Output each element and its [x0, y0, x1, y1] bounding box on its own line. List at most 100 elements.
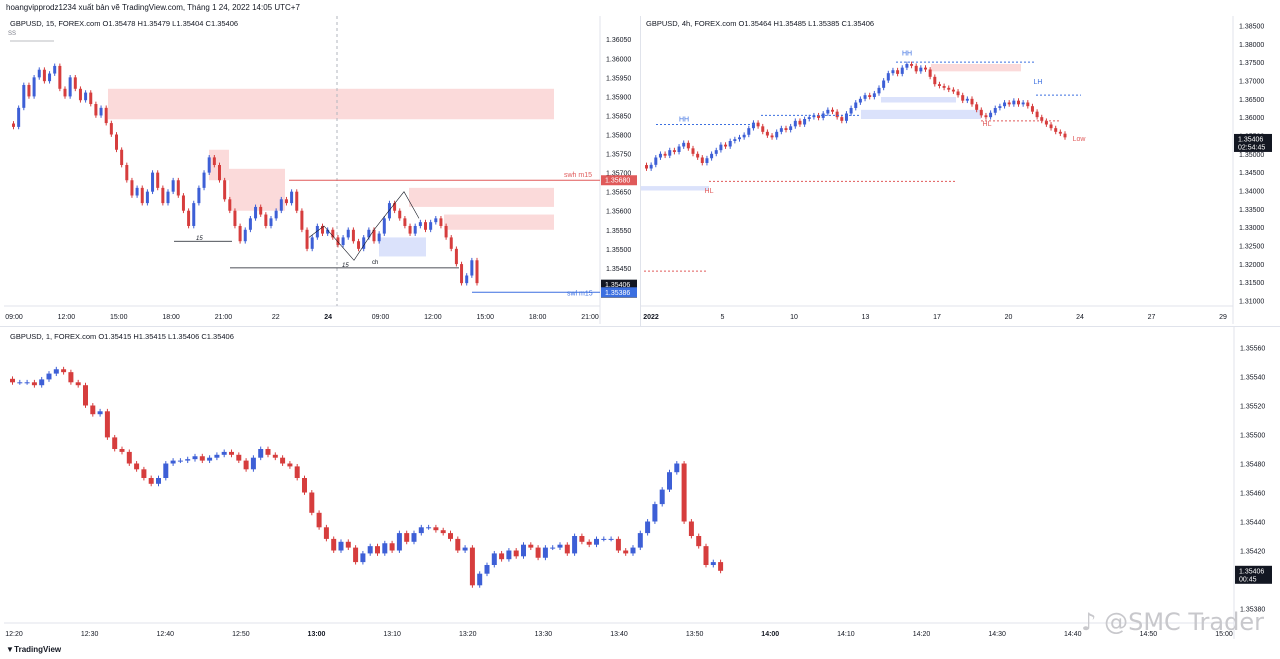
watermark-icon: ♪ [1081, 608, 1097, 636]
candle-body [891, 70, 895, 74]
candle-body [979, 109, 983, 116]
demand-zone [881, 97, 956, 103]
candle-body [919, 67, 923, 72]
chart-15m-svg[interactable]: 1.36050 1.36000 1.35950 1.35900 1.35850 1.358… [4, 16, 638, 325]
candle-body [484, 565, 490, 574]
candle-body [345, 541, 351, 548]
watermark: ♪ @SMC Trader [1081, 608, 1264, 636]
x-tick-label: 13:30 [535, 631, 553, 638]
structure-label: HL [705, 188, 714, 195]
chart-4h-svg[interactable]: 1.38500 1.38000 1.37500 1.37000 1.36500 1.360… [641, 16, 1273, 325]
x-tick-label: 18:00 [529, 314, 547, 321]
candle-body [353, 547, 359, 563]
candle-body [126, 451, 132, 464]
candle-body [460, 264, 464, 284]
candle-body [97, 411, 103, 415]
y-tick-label: 1.35000 [1239, 152, 1264, 159]
chart-panel-1m[interactable]: 1.35560 1.35540 1.35520 1.35500 1.35480 1.354… [4, 327, 1273, 639]
candle-body [119, 449, 125, 452]
candle-body [872, 93, 876, 97]
candle-body [521, 544, 526, 557]
candle-body [151, 172, 155, 192]
supply-zone [409, 187, 554, 207]
candle-body [78, 88, 82, 101]
candle-body [197, 187, 201, 204]
x-tick-label: 24 [1076, 314, 1084, 321]
candle-body [305, 229, 309, 249]
candle-body [145, 191, 149, 204]
candle-body [32, 77, 36, 97]
candle-body [367, 229, 371, 238]
x-tick-label: 09:00 [5, 314, 23, 321]
candle-body [470, 260, 474, 276]
x-tick-label: 15:00 [477, 314, 495, 321]
x-tick-label: 13:40 [610, 631, 628, 638]
structure-label: HH [679, 117, 689, 124]
candle-body [703, 546, 709, 565]
candle-body [112, 437, 118, 449]
y-tick-label: 1.33500 [1239, 207, 1264, 214]
candle-body [905, 64, 909, 68]
candle-body [39, 379, 45, 386]
candle-body [10, 378, 15, 383]
candle-body [192, 203, 196, 226]
price-tag [601, 175, 637, 186]
candle-body [228, 199, 232, 211]
y-tick-label: 1.32000 [1239, 262, 1264, 269]
chart-panel-15m[interactable]: 1.36050 1.36000 1.35950 1.35900 1.35850 1.358… [4, 16, 638, 325]
x-tick-label: 22 [272, 314, 280, 321]
candle-body [765, 131, 769, 136]
candle-body [125, 165, 129, 181]
candle-body [677, 146, 681, 152]
candle-body [223, 180, 227, 200]
structure-label: Low [1073, 136, 1087, 143]
candle-body [535, 547, 541, 558]
candle-body [770, 135, 774, 138]
candle-body [475, 260, 479, 284]
candle-body [491, 553, 497, 565]
candle-body [1058, 131, 1062, 134]
candle-body [970, 98, 974, 105]
candle-body [140, 187, 144, 204]
candle-body [1026, 102, 1030, 107]
price-tag [601, 287, 637, 298]
candle-body [274, 210, 278, 219]
candle-body [265, 449, 271, 455]
candle-body [868, 95, 872, 97]
candle-body [418, 527, 424, 534]
y-tick-label: 1.35450 [606, 266, 631, 273]
y-tick-label: 1.35650 [606, 190, 631, 197]
publisher-header: hoangvipprodz1234 xuất bản vẽ TradingVie… [6, 3, 300, 12]
candle-body [375, 546, 380, 554]
candle-body [221, 451, 227, 455]
candle-body [831, 109, 834, 112]
candle-body [115, 134, 118, 150]
y-tick-label: 1.32500 [1239, 244, 1264, 251]
candle-body [360, 553, 366, 563]
candle-body [1030, 106, 1034, 112]
price-tag-countdown: 00:45 [1239, 576, 1257, 583]
candle-body [104, 107, 108, 124]
y-tick-label: 1.37000 [1239, 79, 1264, 86]
chart-1m-svg[interactable]: 1.35560 1.35540 1.35520 1.35500 1.35480 1.354… [4, 327, 1273, 639]
y-tick-label: 1.35500 [1240, 433, 1265, 440]
candle-body [623, 550, 629, 554]
chart-panel-4h[interactable]: 1.38500 1.38000 1.37500 1.37000 1.36500 1.360… [641, 16, 1273, 325]
candle-body [248, 218, 252, 230]
candle-body [382, 543, 388, 554]
candle-body [166, 191, 170, 204]
y-tick-label: 1.38000 [1239, 42, 1264, 49]
candle-body [630, 547, 636, 554]
candle-body [53, 369, 59, 374]
structure-label: HL [983, 121, 992, 128]
candle-body [89, 92, 93, 105]
x-tick-label: 09:00 [372, 314, 390, 321]
x-tick-label: 29 [1219, 314, 1227, 321]
candle-body [594, 538, 599, 545]
candle-body [90, 405, 96, 415]
tradingview-logo[interactable]: ▼ TradingView [6, 645, 61, 654]
candle-body [426, 527, 432, 529]
candle-body [738, 137, 741, 140]
swl-label: swl m15 [567, 290, 593, 297]
candle-body [236, 454, 242, 461]
